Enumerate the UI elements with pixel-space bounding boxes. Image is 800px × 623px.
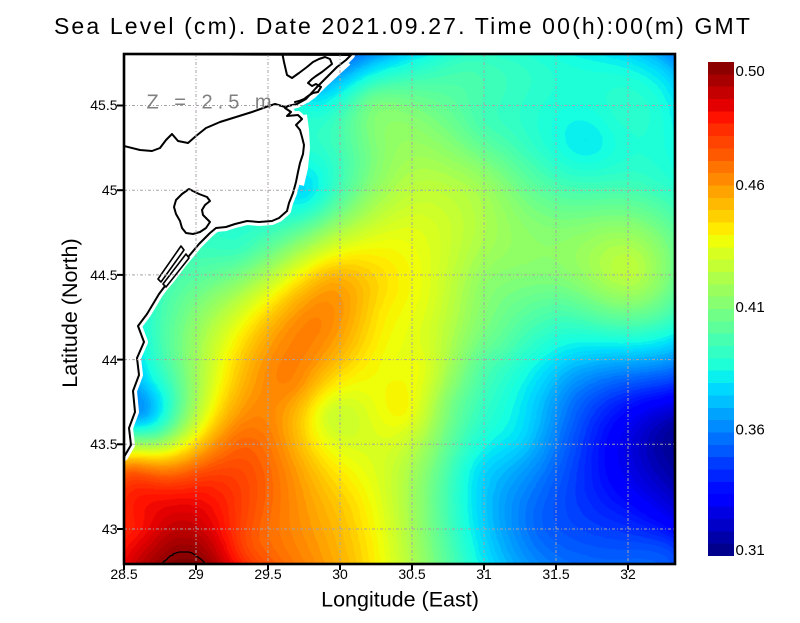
svg-text:45.5: 45.5	[90, 97, 117, 113]
svg-text:28.5: 28.5	[110, 566, 137, 582]
svg-text:Z = 2.5 m: Z = 2.5 m	[147, 92, 277, 114]
svg-text:29.5: 29.5	[254, 566, 281, 582]
svg-text:29: 29	[188, 566, 204, 582]
svg-text:30: 30	[332, 566, 348, 582]
svg-text:0.36: 0.36	[736, 421, 765, 438]
svg-text:43.5: 43.5	[90, 436, 117, 452]
svg-text:43: 43	[102, 521, 118, 537]
svg-text:0.41: 0.41	[736, 299, 765, 316]
svg-text:31.5: 31.5	[542, 566, 569, 582]
svg-text:0.31: 0.31	[736, 542, 765, 559]
svg-text:Sea Level (cm). Date 2021.09.2: Sea Level (cm). Date 2021.09.27. Time 00…	[54, 13, 752, 39]
svg-text:0.46: 0.46	[736, 177, 765, 194]
svg-text:Latitude (North): Latitude (North)	[58, 238, 82, 387]
svg-text:44.5: 44.5	[90, 267, 117, 283]
svg-text:31: 31	[476, 566, 492, 582]
svg-text:30.5: 30.5	[398, 566, 425, 582]
svg-text:44: 44	[102, 352, 118, 368]
svg-text:32: 32	[620, 566, 636, 582]
svg-text:Longitude (East): Longitude (East)	[321, 588, 479, 612]
svg-text:0.50: 0.50	[736, 63, 765, 80]
svg-text:45: 45	[102, 182, 118, 198]
